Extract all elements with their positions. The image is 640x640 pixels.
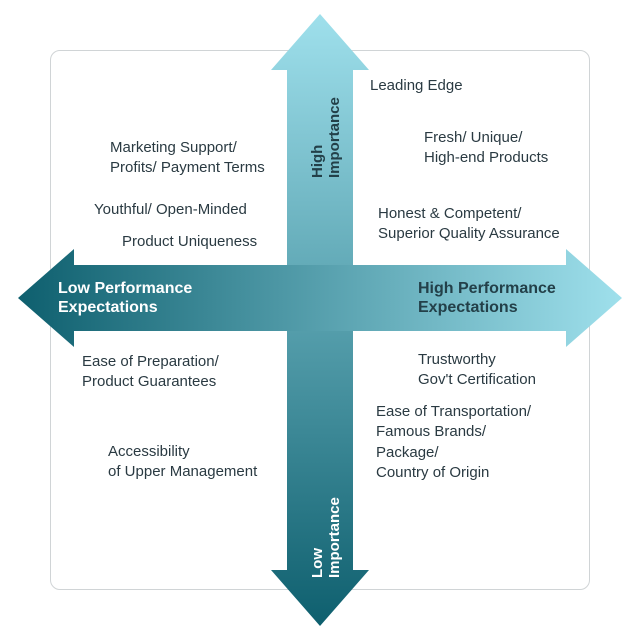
- perceptual-map: Low Performance Expectations High Perfor…: [0, 0, 640, 640]
- quadrant-item: Trustworthy Gov't Certification: [418, 350, 536, 391]
- quadrant-item: Ease of Transportation/ Famous Brands/ P…: [376, 402, 531, 483]
- quadrant-bottom-right: Trustworthy Gov't Certification Ease of T…: [0, 0, 640, 640]
